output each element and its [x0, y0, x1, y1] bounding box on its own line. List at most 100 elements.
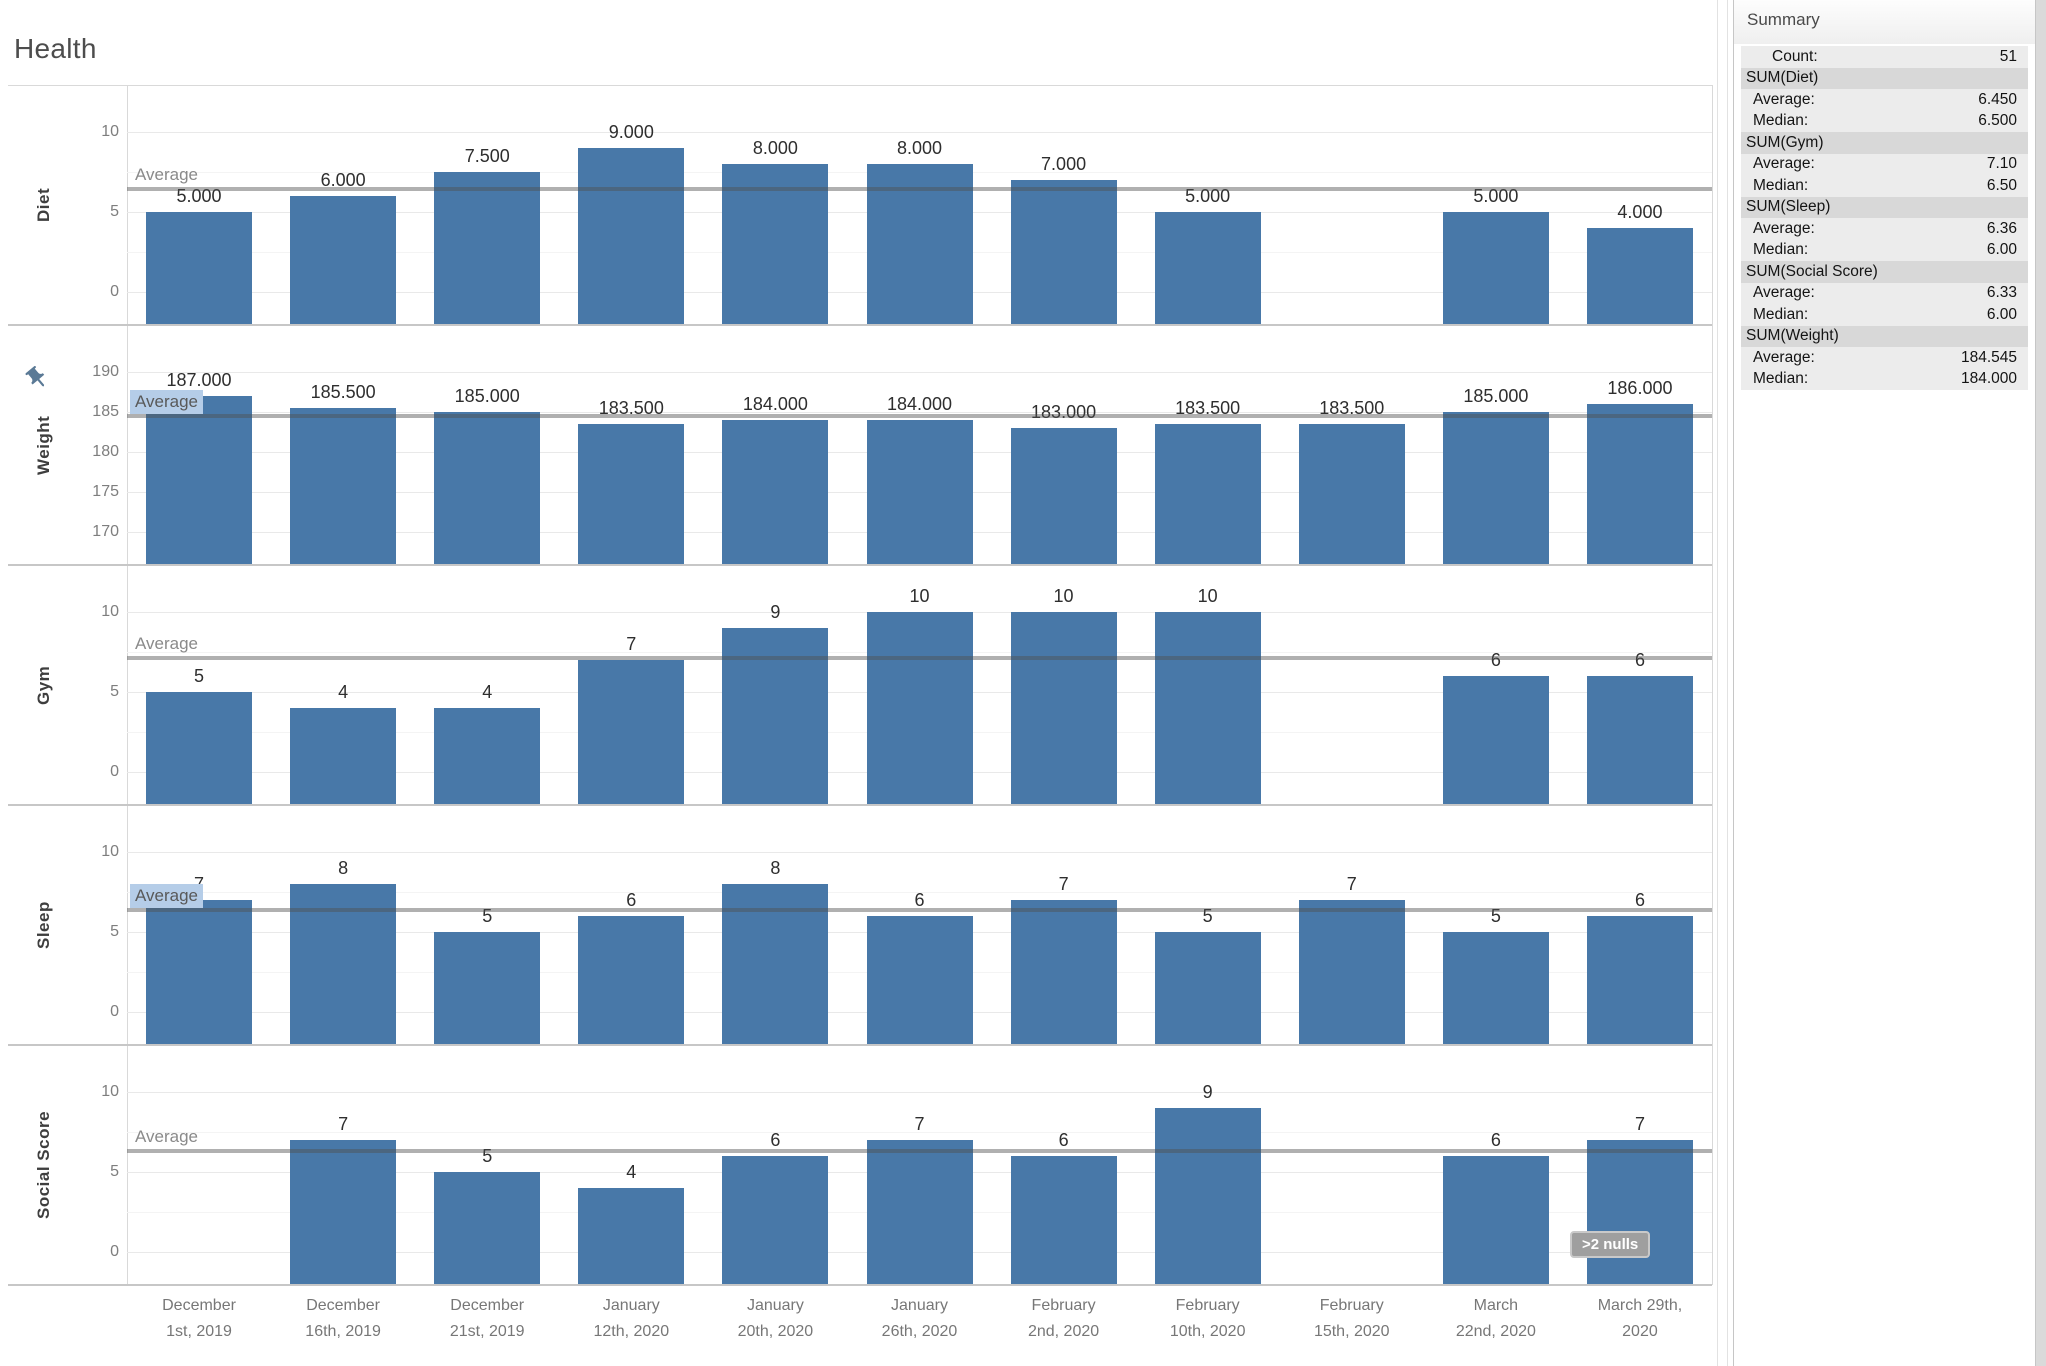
axis-field-label-social-score[interactable]: Social Score: [34, 1110, 53, 1220]
x-axis-date-label[interactable]: March 22nd, 2020: [1455, 1297, 1536, 1340]
summary-row-label: Average:: [1753, 90, 1815, 108]
x-axis-date-label[interactable]: January 26th, 2020: [881, 1297, 958, 1340]
pin-icon[interactable]: [24, 365, 50, 391]
x-axis-date-label[interactable]: December 16th, 2019: [305, 1297, 381, 1340]
summary-row-value: 6.500: [1978, 112, 2017, 130]
bar[interactable]: [578, 660, 685, 804]
summary-row: Average: 7.10: [1741, 153, 2028, 175]
bar[interactable]: [866, 1140, 973, 1284]
bar[interactable]: [434, 412, 541, 564]
axis-tick-label: 10: [101, 603, 119, 620]
bar-value-label: 5: [1490, 906, 1501, 926]
x-axis-date-label[interactable]: February 2nd, 2020: [1027, 1297, 1100, 1340]
summary-row-value: 184.000: [1960, 370, 2017, 388]
bar-value-label: 185.500: [310, 382, 376, 402]
bar[interactable]: [1442, 212, 1549, 324]
x-axis-date-label[interactable]: December 1st, 2019: [162, 1297, 236, 1340]
summary-row: Count: 51: [1741, 46, 2028, 68]
bar[interactable]: [434, 1172, 541, 1284]
bar[interactable]: [722, 1156, 829, 1284]
bar[interactable]: [146, 212, 253, 324]
bar-value-label: 6: [1490, 650, 1501, 670]
bar[interactable]: [290, 708, 397, 804]
bar[interactable]: [1586, 404, 1693, 564]
bar[interactable]: [1442, 932, 1549, 1044]
bar[interactable]: [146, 396, 253, 564]
bar[interactable]: [1154, 212, 1261, 324]
x-axis-date-label[interactable]: February 15th, 2020: [1313, 1297, 1390, 1340]
bar-value-label: 6: [1634, 890, 1645, 910]
x-axis-date-label[interactable]: February 10th, 2020: [1169, 1297, 1246, 1340]
bar[interactable]: [290, 884, 397, 1044]
bar[interactable]: [722, 884, 829, 1044]
bar[interactable]: [722, 628, 829, 804]
bar-value-label: 6.000: [320, 170, 366, 190]
bar[interactable]: [434, 172, 541, 324]
axis-tick-label: 180: [92, 443, 119, 460]
x-axis-date-label[interactable]: December 21st, 2019: [449, 1297, 525, 1340]
bar[interactable]: [290, 1140, 397, 1284]
bar[interactable]: [1010, 900, 1117, 1044]
bar[interactable]: [1010, 428, 1117, 564]
bar-value-label: 184.000: [742, 394, 808, 414]
bar[interactable]: [434, 708, 541, 804]
bar[interactable]: [434, 932, 541, 1044]
axis-field-label-weight[interactable]: Weight: [34, 415, 53, 475]
bar[interactable]: [1154, 612, 1261, 804]
x-axis-date-label[interactable]: March 29th, 2020: [1597, 1297, 1683, 1340]
bar[interactable]: [1442, 412, 1549, 564]
summary-row-value: 6.50: [1986, 176, 2017, 194]
bar[interactable]: [1154, 932, 1261, 1044]
bar-value-label: 7: [1058, 874, 1069, 894]
pane-divider[interactable]: [1727, 0, 1728, 1366]
axis-field-label-sleep[interactable]: Sleep: [34, 901, 53, 949]
pane-divider[interactable]: [1717, 0, 1718, 1366]
axis-tick-label: 175: [92, 483, 119, 500]
bar[interactable]: [866, 164, 973, 324]
bar[interactable]: [1586, 916, 1693, 1044]
bar[interactable]: [1442, 676, 1549, 804]
bar[interactable]: [866, 420, 973, 564]
bar[interactable]: [1298, 424, 1405, 564]
average-reference-line[interactable]: [127, 413, 1712, 418]
bar[interactable]: [1442, 1156, 1549, 1284]
bar[interactable]: [1586, 228, 1693, 324]
average-reference-line[interactable]: [127, 656, 1712, 661]
bar[interactable]: [578, 916, 685, 1044]
bar[interactable]: [578, 1188, 685, 1284]
bar-value-label: 185.000: [1463, 386, 1529, 406]
bar[interactable]: [578, 424, 685, 564]
bar[interactable]: [1010, 612, 1117, 804]
bar[interactable]: [1586, 676, 1693, 804]
axis-field-label-gym[interactable]: Gym: [34, 665, 53, 705]
average-reference-line[interactable]: [127, 908, 1712, 913]
average-line-label: Average: [135, 164, 199, 184]
page-background-strip: [2036, 0, 2046, 1366]
bar[interactable]: [866, 612, 973, 804]
bar[interactable]: [722, 164, 829, 324]
summary-rows: Count: 51 SUM(Diet) Average: 6.450 Median: 6.5…: [1741, 46, 2028, 390]
x-axis-date-label[interactable]: January 20th, 2020: [737, 1297, 814, 1340]
bar[interactable]: [146, 692, 253, 804]
bar[interactable]: [146, 900, 253, 1044]
bar[interactable]: [1010, 1156, 1117, 1284]
gridline: [127, 1092, 1712, 1093]
bar[interactable]: [1298, 900, 1405, 1044]
bar[interactable]: [1154, 424, 1261, 564]
bar[interactable]: [290, 196, 397, 324]
bar[interactable]: [290, 408, 397, 564]
bar[interactable]: [722, 420, 829, 564]
average-reference-line[interactable]: [127, 186, 1712, 191]
null-indicator-badge[interactable]: >2 nulls: [1570, 1231, 1651, 1258]
bar[interactable]: [866, 916, 973, 1044]
axis-field-label-diet[interactable]: Diet: [34, 187, 53, 223]
bar[interactable]: [1154, 1108, 1261, 1284]
bar[interactable]: [1586, 1140, 1693, 1284]
bar-value-label: 5: [194, 666, 205, 686]
average-reference-line[interactable]: [127, 1148, 1712, 1153]
x-axis-date-label[interactable]: January 12th, 2020: [593, 1297, 670, 1340]
bar[interactable]: [1010, 180, 1117, 324]
bar[interactable]: [578, 148, 685, 324]
bar-value-label: 7: [1634, 1114, 1645, 1134]
bar-value-label: 7: [914, 1114, 925, 1134]
